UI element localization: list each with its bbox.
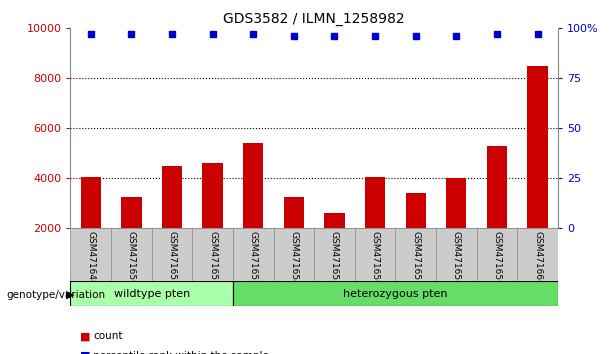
Bar (436, 228, 477, 281)
Text: GSM471658: GSM471658 (452, 231, 461, 286)
Bar (233, 228, 273, 281)
Bar (446, 178, 466, 228)
Text: percentile rank within the sample: percentile rank within the sample (93, 351, 269, 354)
Text: ■: ■ (80, 351, 90, 354)
Bar (243, 143, 264, 228)
Bar (81, 177, 101, 228)
Title: GDS3582 / ILMN_1258982: GDS3582 / ILMN_1258982 (223, 12, 405, 26)
Bar (324, 213, 345, 228)
Text: genotype/variation: genotype/variation (6, 290, 105, 299)
Bar (273, 228, 314, 281)
Bar (70, 228, 111, 281)
Text: count: count (93, 331, 123, 341)
Bar (162, 166, 182, 228)
Text: GSM471659: GSM471659 (492, 231, 501, 286)
Bar (355, 228, 395, 281)
Bar (406, 193, 426, 228)
Bar (70, 281, 233, 306)
Text: GSM471652: GSM471652 (249, 231, 257, 286)
Bar (284, 197, 304, 228)
Bar (365, 177, 385, 228)
Bar (517, 228, 558, 281)
Text: ■: ■ (80, 331, 90, 341)
Text: GSM471653: GSM471653 (208, 231, 217, 286)
Bar (527, 66, 547, 228)
Text: GSM471650: GSM471650 (127, 231, 136, 286)
Text: GSM471656: GSM471656 (371, 231, 379, 286)
Text: GSM471657: GSM471657 (411, 231, 420, 286)
Text: GSM471654: GSM471654 (289, 231, 299, 286)
Bar (477, 228, 517, 281)
Text: GSM471648: GSM471648 (86, 231, 95, 286)
Bar (233, 281, 558, 306)
Text: ▶: ▶ (66, 290, 75, 299)
Bar (314, 228, 355, 281)
Bar (395, 228, 436, 281)
Text: wildtype pten: wildtype pten (113, 289, 190, 299)
Bar (111, 228, 151, 281)
Text: GSM471660: GSM471660 (533, 231, 542, 286)
Text: GSM471655: GSM471655 (330, 231, 339, 286)
Bar (202, 163, 223, 228)
Bar (152, 228, 192, 281)
Text: heterozygous pten: heterozygous pten (343, 289, 447, 299)
Text: GSM471651: GSM471651 (167, 231, 177, 286)
Bar (192, 228, 233, 281)
Bar (487, 146, 507, 228)
Bar (121, 197, 142, 228)
